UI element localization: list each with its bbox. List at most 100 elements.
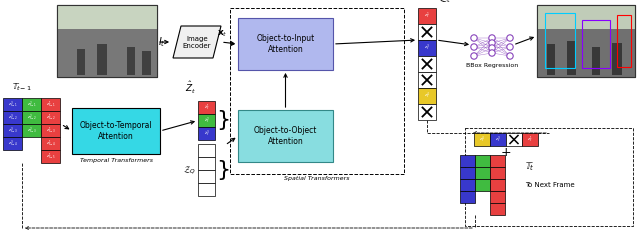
Circle shape [507,44,513,50]
Text: $z^3_{t-1}$: $z^3_{t-1}$ [8,99,17,110]
Circle shape [489,45,495,51]
Text: Object-to-Input
Attention: Object-to-Input Attention [257,34,315,54]
Circle shape [489,35,495,41]
Bar [617,15,631,67]
Text: $z^1_{t-5}$: $z^1_{t-5}$ [45,151,56,162]
Bar [57,5,157,77]
Bar [567,41,576,75]
Bar [198,157,215,170]
Text: $z^1_t$: $z^1_t$ [424,11,430,21]
Text: $z^1_t$: $z^1_t$ [527,134,533,145]
Polygon shape [173,26,221,58]
Bar [490,155,505,167]
Text: $z^2_{t-1}$: $z^2_{t-1}$ [26,99,36,110]
Bar [474,133,490,146]
Bar [490,167,505,179]
Bar [3,111,22,124]
Bar [198,127,215,140]
Bar [592,47,600,75]
Text: }: } [216,110,230,131]
Bar [238,110,333,162]
Bar [198,144,215,157]
Bar [198,170,215,183]
Circle shape [471,53,477,59]
Bar [537,29,635,77]
Text: $\hat{Z}_t$: $\hat{Z}_t$ [185,80,196,96]
Bar [41,150,60,163]
Bar [41,137,60,150]
Bar [57,29,157,77]
Text: $z^1_{t-4}$: $z^1_{t-4}$ [45,138,56,149]
Bar [547,44,555,75]
Text: Image
Encoder: Image Encoder [183,36,211,48]
Bar [475,167,490,179]
Bar [612,43,622,75]
Bar [490,133,506,146]
Bar [582,20,610,68]
Bar [72,108,160,154]
Bar [537,5,635,77]
Text: $z^3_{t-2}$: $z^3_{t-2}$ [8,112,17,123]
Bar [465,128,633,226]
Text: $z^4_t$: $z^4_t$ [479,134,485,145]
Bar [490,203,505,215]
Bar [490,191,505,203]
Text: $z^2_{t-2}$: $z^2_{t-2}$ [26,112,36,123]
Bar [418,104,436,120]
Text: BBox Regression: BBox Regression [466,63,518,68]
Text: $z^3_t$: $z^3_t$ [495,134,501,145]
Text: $\hat{z}^1_t$: $\hat{z}^1_t$ [204,102,209,113]
Bar [3,124,22,137]
Circle shape [471,44,477,50]
Text: Temporal Transformers: Temporal Transformers [79,158,152,163]
Text: To Next Frame: To Next Frame [525,182,575,188]
Bar [230,8,404,174]
Circle shape [489,50,495,56]
Bar [41,98,60,111]
Bar [537,5,635,29]
Bar [57,5,157,29]
Bar [537,5,635,77]
Text: $\mathbf{x}_t$: $\mathbf{x}_t$ [217,29,227,39]
Text: $\mathbb{T}_{t-1}$: $\mathbb{T}_{t-1}$ [12,81,32,93]
Bar [490,179,505,191]
Circle shape [507,53,513,59]
Text: $z^1_{t-2}$: $z^1_{t-2}$ [45,112,56,123]
Text: $z^3_t$: $z^3_t$ [424,43,430,53]
Text: $z^4_t$: $z^4_t$ [424,91,430,101]
Bar [475,179,490,191]
Bar [127,47,135,75]
Bar [22,124,41,137]
Bar [3,98,22,111]
Bar [545,13,575,68]
Bar [142,51,151,75]
Text: $\mathcal{Z}_Q$: $\mathcal{Z}_Q$ [183,164,196,176]
Bar [460,191,475,203]
Bar [41,111,60,124]
Bar [41,124,60,137]
Text: $\hat{z}^3_t$: $\hat{z}^3_t$ [204,128,209,139]
Text: Object-to-Temporal
Attention: Object-to-Temporal Attention [80,121,152,141]
Text: $\mathbb{T}_{t}$: $\mathbb{T}_{t}$ [525,161,534,173]
Bar [522,133,538,146]
Text: $I_t$: $I_t$ [158,35,166,49]
Bar [418,24,436,40]
Text: Object-to-Object
Attention: Object-to-Object Attention [254,126,317,146]
Bar [22,111,41,124]
Text: $z^3_{t-4}$: $z^3_{t-4}$ [8,138,17,149]
Bar [418,56,436,72]
Bar [198,183,215,196]
Circle shape [471,35,477,41]
Bar [475,155,490,167]
Text: $z^2_{t-3}$: $z^2_{t-3}$ [26,125,36,136]
Bar [418,8,436,24]
Bar [506,133,522,146]
Text: Spatial Transformers: Spatial Transformers [284,176,349,181]
Bar [460,155,475,167]
Text: +: + [500,146,511,158]
Bar [57,5,157,77]
Bar [418,88,436,104]
Bar [97,44,107,75]
Bar [418,40,436,56]
Text: $\hat{z}^2_t$: $\hat{z}^2_t$ [204,115,209,126]
